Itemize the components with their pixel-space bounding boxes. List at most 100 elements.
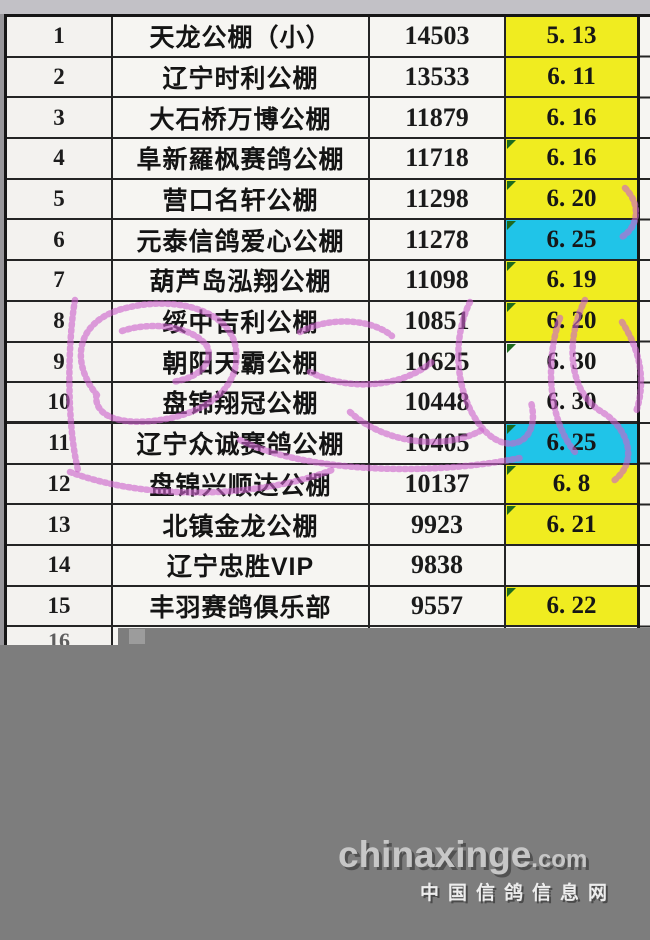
rank-label: 16 [48, 628, 70, 645]
rank-cell: 8 [7, 301, 113, 341]
table-row: 1 天龙公棚（小） 14503 5. 13 [7, 17, 637, 58]
gray-cover-patch [118, 628, 650, 648]
loft-name: 北镇金龙公棚 [162, 512, 319, 541]
count-label: 11278 [405, 224, 469, 254]
cell-corner-flag [507, 465, 516, 475]
rank-cell: 9 [7, 342, 113, 382]
name-cell: 天龙公棚（小） [113, 17, 370, 56]
loft-name: 葫芦岛泓翔公棚 [149, 268, 332, 297]
logo-suffix-text: .com [531, 846, 588, 873]
rank-label: 10 [47, 389, 71, 415]
chinaxinge-watermark: chinaxinge.com 中国信鸽信息网 [338, 835, 616, 905]
count-cell: 11718 [370, 139, 506, 178]
name-cell: 北镇金龙公棚 [113, 505, 370, 544]
rank-cell: 2 [7, 57, 113, 97]
count-label: 10851 [404, 306, 470, 336]
left-margin-strip [0, 14, 4, 645]
loft-name: 盘锦兴顺达公棚 [149, 471, 332, 500]
rank-cell: 14 [7, 545, 113, 585]
count-cell: 10137 [370, 464, 506, 504]
value-cell: 6. 8 [506, 464, 637, 504]
cell-corner-flag [507, 262, 516, 272]
gray-cover-notch [129, 629, 145, 644]
count-label: 11298 [405, 184, 469, 214]
cell-corner-flag [507, 302, 516, 312]
rank-label: 11 [48, 430, 70, 456]
count-label: 9838 [411, 550, 463, 580]
count-cell: 11879 [370, 98, 506, 138]
loft-name: 绥中吉利公棚 [162, 309, 319, 338]
rank-cell: 6 [7, 220, 113, 260]
loft-name: 营口名轩公棚 [162, 187, 319, 216]
table-row: 5 营口名轩公棚 11298 6. 20 [7, 179, 637, 221]
rank-cell: 12 [7, 464, 113, 504]
table-row: 8 绥中吉利公棚 10851 6. 20 [7, 301, 637, 343]
date-value: 6. 20 [546, 307, 597, 335]
value-cell: 6. 25 [506, 423, 637, 463]
value-cell: 6. 20 [506, 301, 637, 341]
count-cell: 10851 [370, 301, 506, 341]
name-cell: 元泰信鸽爱心公棚 [113, 220, 370, 260]
count-cell: 11298 [370, 179, 506, 219]
date-value: 6. 30 [546, 388, 597, 416]
date-value: 5. 13 [546, 22, 597, 50]
rank-label: 7 [53, 267, 65, 293]
value-cell: 6. 11 [506, 57, 637, 97]
cell-corner-flag [507, 221, 516, 231]
table-row: 12 盘锦兴顺达公棚 10137 6. 8 [7, 464, 637, 506]
value-cell [506, 545, 637, 585]
value-cell: 6. 22 [506, 586, 637, 626]
name-cell: 辽宁时利公棚 [113, 57, 370, 97]
loft-name: 元泰信鸽爱心公棚 [136, 227, 345, 256]
name-cell: 朝阳天霸公棚 [113, 342, 370, 382]
name-cell: 大石桥万博公棚 [113, 98, 370, 138]
name-cell: 葫芦岛泓翔公棚 [113, 261, 370, 300]
partial-next-column [640, 14, 650, 645]
rank-label: 5 [53, 186, 65, 212]
name-cell: 绥中吉利公棚 [113, 301, 370, 341]
chinaxinge-logo-chinese: 中国信鸽信息网 [419, 882, 616, 904]
loft-name: 辽宁众诚赛鸽公棚 [136, 431, 345, 460]
value-cell: 6. 25 [506, 220, 637, 260]
loft-name: 大石桥万博公棚 [149, 105, 332, 134]
rank-label: 12 [47, 470, 71, 496]
bottom-gray-panel [0, 645, 650, 940]
rank-cell: 7 [7, 261, 113, 300]
loft-name: 盘锦翔冠公棚 [162, 390, 319, 419]
cell-corner-flag [507, 140, 516, 150]
rank-cell: 1 [7, 17, 113, 56]
count-label: 11879 [405, 102, 469, 132]
date-value: 6. 11 [547, 63, 596, 91]
chinaxinge-logo-text: chinaxinge.com [338, 835, 614, 875]
count-label: 11098 [405, 265, 469, 295]
cell-corner-flag [507, 343, 516, 353]
top-margin-strip [0, 0, 650, 14]
table-row: 2 辽宁时利公棚 13533 6. 11 [7, 57, 637, 99]
rank-label: 6 [53, 226, 65, 252]
date-value: 6. 16 [546, 144, 597, 172]
table-row: 13 北镇金龙公棚 9923 6. 21 [7, 505, 637, 546]
rank-cell: 10 [7, 383, 113, 421]
value-cell: 6. 20 [506, 179, 637, 219]
date-value: 6. 30 [546, 347, 597, 375]
date-value: 6. 21 [546, 510, 597, 538]
value-cell: 6. 30 [506, 342, 637, 382]
rank-label: 15 [47, 592, 71, 618]
date-value: 6. 19 [546, 266, 597, 294]
rank-cell: 3 [7, 98, 113, 138]
count-label: 11718 [405, 143, 469, 173]
table-row: 6 元泰信鸽爱心公棚 11278 6. 25 [7, 220, 637, 262]
count-cell: 10448 [370, 383, 506, 421]
table-row: 4 阜新羅枫赛鸽公棚 11718 6. 16 [7, 139, 637, 180]
name-cell: 辽宁众诚赛鸽公棚 [113, 423, 370, 463]
name-cell: 丰羽赛鸽俱乐部 [113, 586, 370, 626]
rank-label: 4 [53, 145, 65, 171]
table-row: 11 辽宁众诚赛鸽公棚 10405 6. 25 [7, 423, 637, 465]
count-cell: 10625 [370, 342, 506, 382]
rank-label: 1 [53, 23, 65, 49]
count-cell: 9838 [370, 545, 506, 585]
count-label: 9923 [411, 509, 463, 539]
rank-label: 9 [53, 348, 65, 374]
name-cell: 盘锦翔冠公棚 [113, 383, 370, 421]
